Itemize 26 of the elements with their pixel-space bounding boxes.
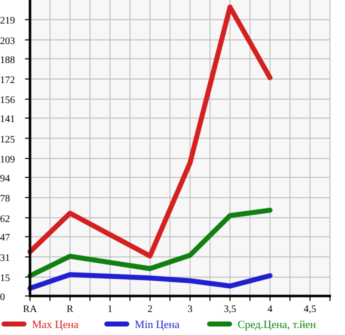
y-tick-label: 109 <box>0 154 15 166</box>
y-tick-label: 141 <box>0 114 15 126</box>
legend-label: Min Цена <box>134 319 180 331</box>
y-tick-label: 31 <box>0 252 10 264</box>
y-tick-label: 15 <box>0 273 10 284</box>
legend-label: Сред.Цена, т.йен <box>238 319 316 331</box>
legend-label: Max Цена <box>32 319 79 331</box>
y-tick-label: 0 <box>0 292 5 303</box>
y-tick-label: 62 <box>0 214 10 225</box>
y-tick-label: 156 <box>0 95 15 106</box>
y-tick-label: 47 <box>0 232 10 244</box>
y-tick-label: 172 <box>0 74 15 86</box>
x-tick-label: 4,5 <box>304 304 316 315</box>
x-tick-label: RA <box>23 304 38 315</box>
x-tick-label: 1 <box>108 304 112 315</box>
y-tick-label: 188 <box>0 54 15 66</box>
x-tick-label: R <box>66 304 74 315</box>
y-tick-label: 219 <box>0 16 15 27</box>
y-tick-label: 203 <box>0 36 15 47</box>
y-tick-label: 125 <box>0 134 15 146</box>
y-tick-label: 94 <box>0 173 10 184</box>
y-tick-label: 78 <box>0 194 10 205</box>
x-tick-label: 3 <box>188 304 192 315</box>
x-tick-label: 4 <box>268 304 272 315</box>
x-tick-label: 2 <box>148 304 152 315</box>
x-tick-label: 3,5 <box>224 304 236 315</box>
